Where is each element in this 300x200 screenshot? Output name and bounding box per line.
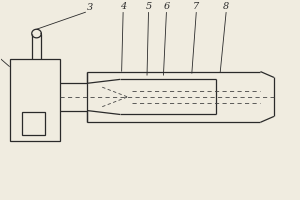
Bar (10, 59, 60, 141)
Text: 7: 7 (193, 2, 200, 11)
Text: 4: 4 (120, 2, 126, 11)
Text: 6: 6 (163, 2, 170, 11)
Text: 3: 3 (87, 3, 94, 12)
Text: 8: 8 (223, 2, 229, 11)
Text: 5: 5 (146, 2, 152, 11)
Bar (22, 112, 46, 135)
